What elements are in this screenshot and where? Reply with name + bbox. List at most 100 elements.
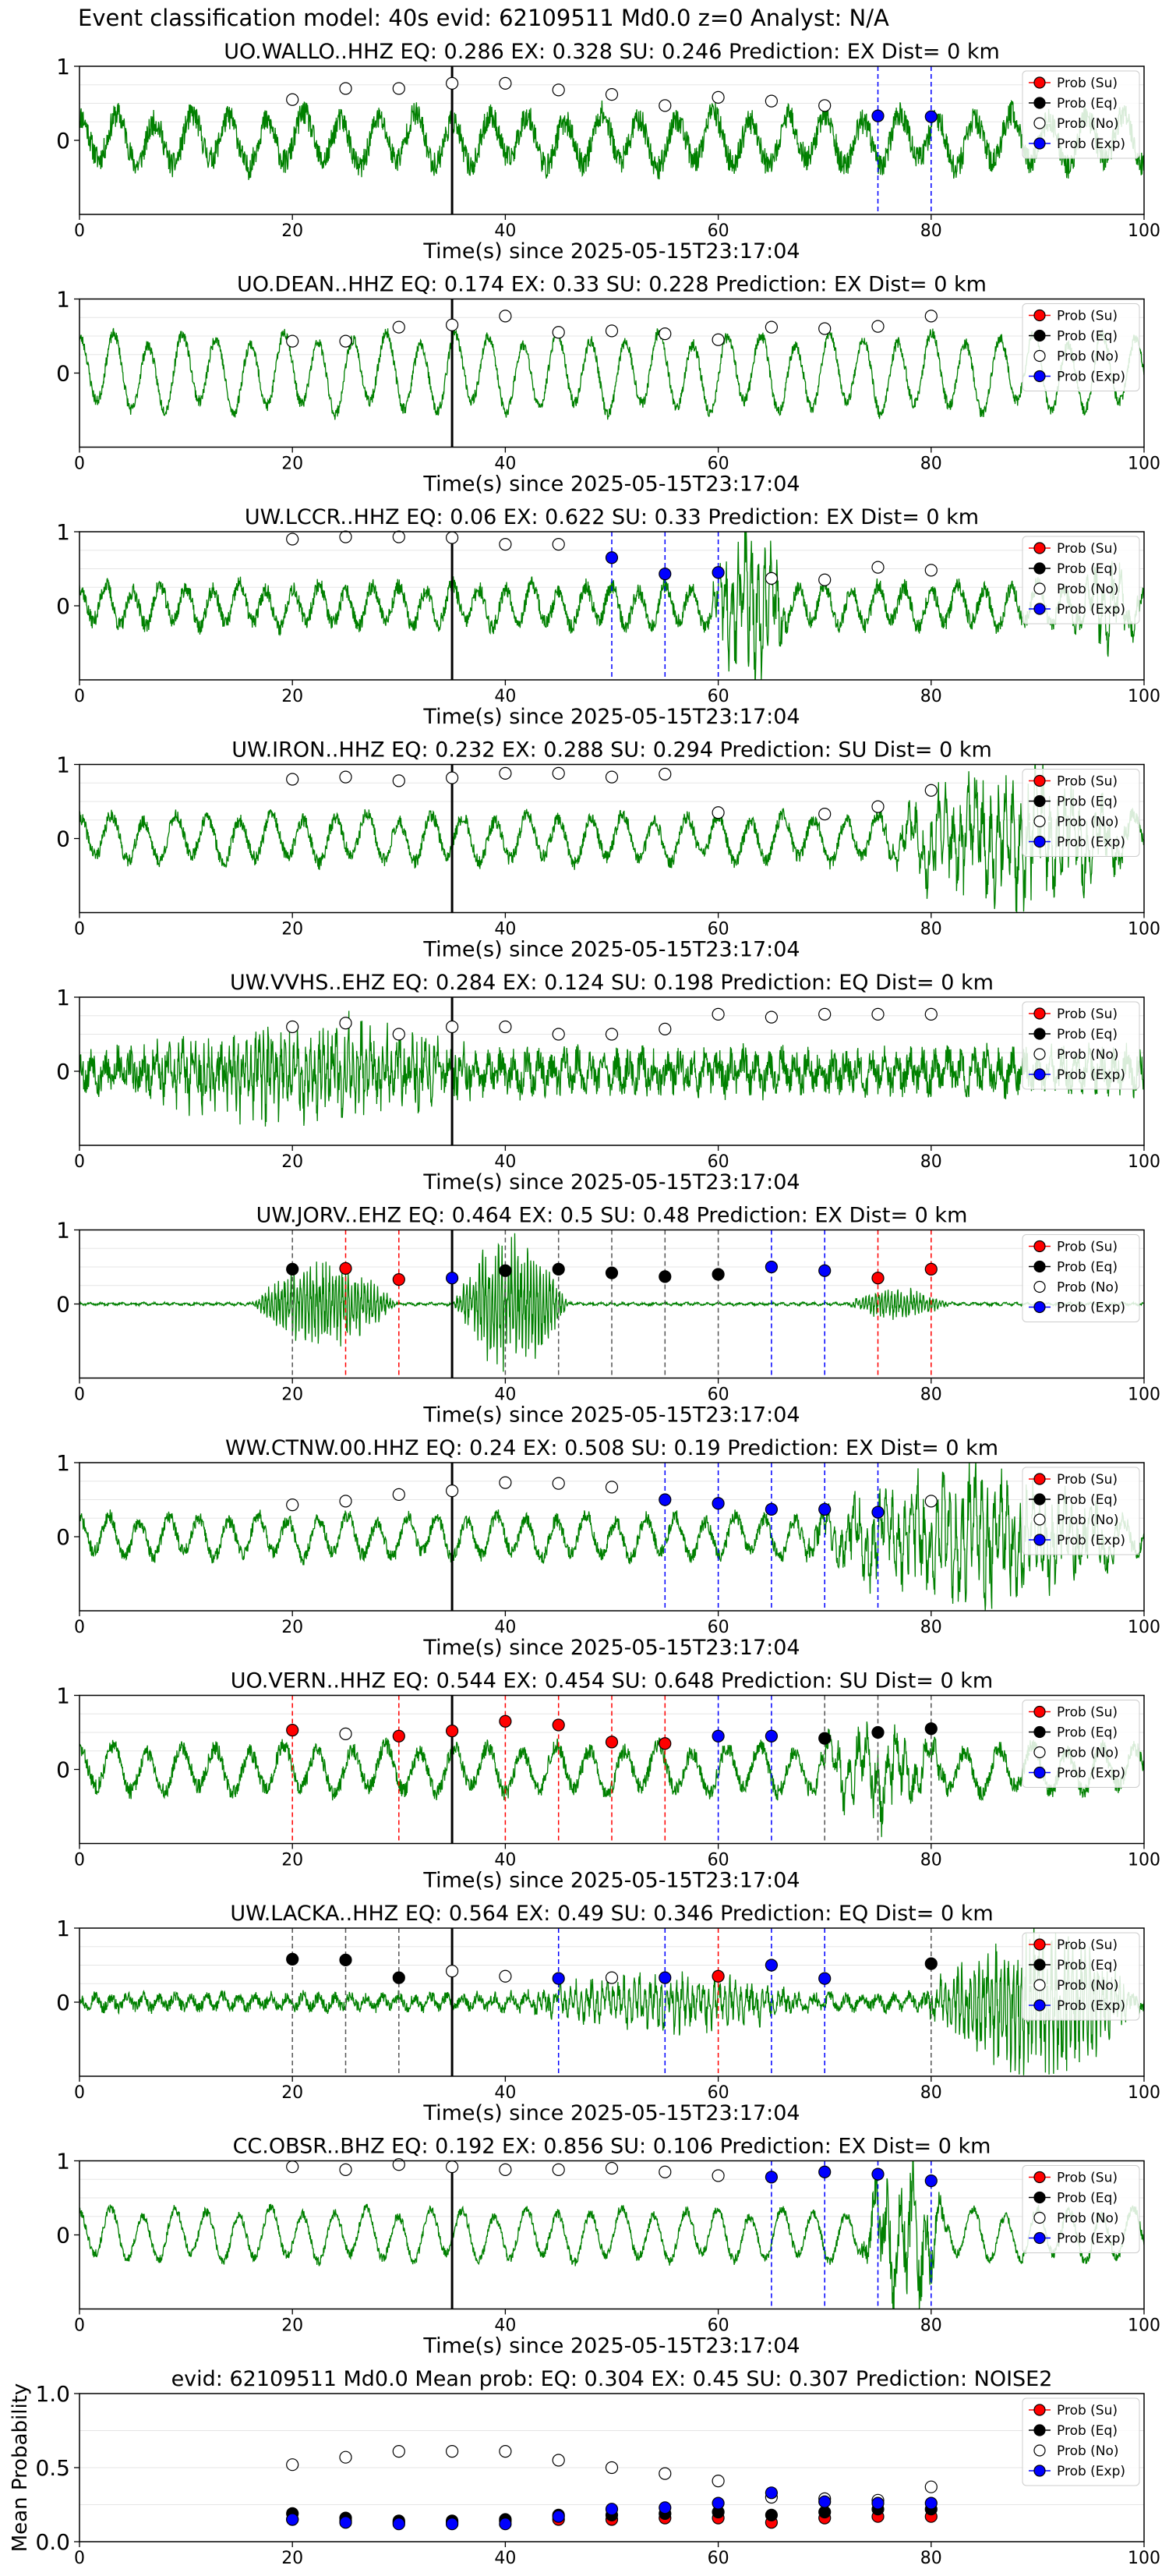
prob-point-no (392, 530, 405, 543)
x-tick-label: 40 (494, 221, 516, 241)
subplot-6: UW.JORV..EHZ EQ: 0.464 EX: 0.5 SU: 0.48 … (56, 1204, 1160, 1428)
x-tick-label: 40 (494, 920, 516, 939)
prob-point-no (659, 1022, 672, 1035)
y-tick-label: 1 (56, 985, 70, 1010)
legend-label: Prob (No) (1057, 2443, 1119, 2459)
x-tick-label: 100 (1128, 1851, 1160, 1870)
prob-point-no (605, 2161, 619, 2175)
subplot-title: CC.OBSR..BHZ EQ: 0.192 EX: 0.856 SU: 0.1… (233, 2135, 991, 2159)
legend-marker-su (1033, 1007, 1046, 1020)
subplot-5: UW.VVHS..EHZ EQ: 0.284 EX: 0.124 SU: 0.1… (56, 971, 1160, 1194)
legend-label: Prob (Exp) (1057, 1998, 1125, 2014)
x-tick-label: 20 (281, 2549, 303, 2568)
prob-point-no (445, 1484, 459, 1498)
subplot-title: UW.LACKA..HHZ EQ: 0.564 EX: 0.49 SU: 0.3… (230, 1902, 993, 1926)
legend-marker-su (1033, 1705, 1046, 1718)
y-tick-label: 1 (56, 1450, 70, 1476)
subplot-title: UW.LCCR..HHZ EQ: 0.06 EX: 0.622 SU: 0.33… (245, 505, 979, 529)
x-tick-label: 60 (708, 1851, 729, 1870)
y-tick-label: 1 (56, 1218, 70, 1244)
prob-point-eq (871, 1725, 885, 1739)
x-tick-label: 80 (920, 1851, 942, 1870)
x-tick-label: 100 (1128, 920, 1160, 939)
x-axis-label: Time(s) since 2025-05-15T23:17:04 (422, 1869, 800, 1893)
x-tick-label: 100 (1128, 2083, 1160, 2103)
prob-point-no (445, 76, 459, 90)
x-tick-label: 60 (708, 2549, 729, 2568)
waveform-trace (79, 100, 1144, 180)
legend-label: Prob (No) (1057, 582, 1119, 597)
prob-point-exp (765, 2171, 779, 2184)
legend-marker-no (1033, 1979, 1046, 1991)
mean-point-no (339, 2450, 352, 2464)
prob-point-no (765, 320, 779, 334)
prob-point-exp (659, 1971, 672, 1984)
legend-label: Prob (Su) (1057, 1937, 1118, 1953)
prob-point-no (445, 2160, 459, 2174)
prob-point-no (339, 1495, 352, 1508)
x-tick-label: 80 (920, 1152, 942, 1172)
prob-point-no (552, 766, 565, 780)
legend-label: Prob (Exp) (1057, 602, 1125, 617)
legend: Prob (Su) Prob (Eq) Prob (No) Prob (Exp) (1022, 1932, 1140, 2021)
legend-label: Prob (Eq) (1057, 1260, 1118, 1276)
legend-marker-exp (1033, 2465, 1046, 2477)
mean-point-no (924, 2480, 938, 2493)
prob-point-no (339, 530, 352, 543)
mean-point-exp (445, 2518, 459, 2531)
prob-point-eq (499, 1264, 512, 1277)
prob-point-no (605, 1028, 619, 1041)
mean-point-exp (818, 2495, 832, 2508)
prob-point-exp (871, 2167, 885, 2181)
prob-point-no (339, 770, 352, 784)
mean-point-exp (659, 2501, 672, 2514)
legend-label: Prob (Su) (1057, 1705, 1118, 1721)
x-tick-label: 60 (708, 455, 729, 474)
x-tick-label: 80 (920, 1618, 942, 1637)
mean-point-exp (552, 2510, 565, 2523)
prob-point-no (818, 1007, 832, 1021)
x-tick-label: 80 (920, 687, 942, 706)
legend-marker-no (1033, 582, 1046, 595)
legend-label: Prob (Exp) (1057, 2231, 1125, 2247)
prob-point-no (712, 2169, 725, 2182)
prob-point-no (871, 1007, 885, 1021)
prob-point-no (605, 324, 619, 338)
legend-box (1022, 303, 1140, 391)
legend-box (1022, 1234, 1140, 1322)
prob-point-no (659, 327, 672, 341)
legend-marker-eq (1033, 97, 1046, 109)
legend-label: Prob (Eq) (1057, 96, 1118, 111)
x-tick-label: 0 (74, 455, 85, 474)
prob-point-eq (286, 1952, 299, 1966)
x-tick-label: 0 (74, 687, 85, 706)
x-tick-label: 40 (494, 1152, 516, 1172)
prob-point-no (339, 2163, 352, 2176)
prob-point-su (924, 1262, 938, 1276)
x-tick-label: 100 (1128, 687, 1160, 706)
prob-point-no (392, 774, 405, 787)
prob-point-exp (445, 1272, 459, 1285)
legend-marker-su (1033, 1938, 1046, 1951)
mean-point-no (499, 2445, 512, 2458)
legend-label: Prob (No) (1057, 1280, 1119, 1296)
x-tick-label: 40 (494, 687, 516, 706)
legend-marker-eq (1033, 1959, 1046, 1971)
legend: Prob (Su) Prob (Eq) Prob (No) Prob (Exp) (1022, 1001, 1140, 1090)
mean-point-no (445, 2445, 459, 2458)
y-tick-label: 0 (56, 128, 70, 154)
x-axis-label: Time(s) since 2025-05-15T23:17:04 (422, 1403, 800, 1428)
y-tick-label: 1 (56, 2149, 70, 2174)
legend-label: Prob (No) (1057, 349, 1119, 365)
x-tick-label: 20 (281, 455, 303, 474)
x-axis-label: Time(s) since 2025-05-15T23:17:04 (422, 705, 800, 729)
prob-point-exp (871, 109, 885, 122)
legend-marker-su (1033, 542, 1046, 554)
prob-point-no (339, 1727, 352, 1740)
prob-point-su (339, 1261, 352, 1276)
prob-point-eq (605, 1266, 619, 1279)
prob-point-no (605, 87, 619, 101)
axes-frame (79, 298, 1145, 448)
prob-point-no (605, 1971, 619, 1984)
prob-point-no (392, 1488, 405, 1501)
